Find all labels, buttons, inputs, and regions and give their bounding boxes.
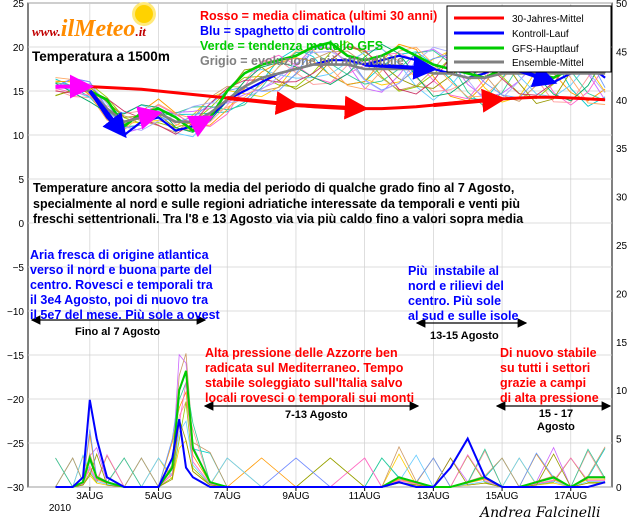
x-tick-label: 5AUG <box>145 491 172 502</box>
y-left-tick-label: −30 <box>7 483 24 494</box>
trend-arrow <box>227 91 300 115</box>
y-left-tick-label: 15 <box>13 87 25 98</box>
y-right-tick-label: 50 <box>616 0 628 10</box>
annotation-atlantic: Aria fresca di origine atlantica verso i… <box>30 248 220 322</box>
x-tick-label: 13AUG <box>417 491 450 502</box>
trend-arrow <box>295 95 369 120</box>
annotation-azores-range: 7-13 Agosto <box>285 409 348 421</box>
y-left-tick-label: 20 <box>13 43 25 54</box>
logo-main: ilMeteo <box>60 16 136 42</box>
y-right-tick-label: 35 <box>616 144 628 155</box>
y-left-tick-label: −20 <box>7 395 24 406</box>
annotation-main: Temperature ancora sotto la media del pe… <box>33 181 524 226</box>
y-axis-left: −30 −25 −20 −15 −10 −5 0 5 10 15 20 25 <box>7 0 24 494</box>
y-left-tick-label: −25 <box>7 439 24 450</box>
y-right-tick-label: 25 <box>616 241 628 252</box>
y-right-tick-label: 5 <box>616 435 622 446</box>
logo-prefix: www. <box>32 24 61 39</box>
legend-label-mittel: 30-Jahres-Mittel <box>512 14 584 25</box>
trend-arrow <box>136 106 163 130</box>
trend-arrow <box>433 88 507 113</box>
trend-arrow <box>186 115 214 138</box>
x-tick-label: 15AUG <box>486 491 519 502</box>
x-axis: 3AUG 5AUG 7AUG 9AUG 11AUG 13AUG 15AUG 17AUG <box>76 487 587 502</box>
x-year-label: 2010 <box>49 503 72 514</box>
trend-arrow <box>88 89 127 139</box>
y-right-tick-label: 0 <box>616 483 622 494</box>
chart-title: Temperatura a 1500m <box>32 49 170 64</box>
y-left-tick-label: −10 <box>7 307 24 318</box>
annotation-stable-range: 15 - 17 Agosto <box>537 408 575 433</box>
legend-label-gfs: GFS-Hauptlauf <box>512 44 579 55</box>
y-right-tick-label: 45 <box>616 47 628 58</box>
color-key-grey: Grigio = evoluzione più attendibile <box>200 54 404 68</box>
y-right-tick-label: 20 <box>616 289 628 300</box>
annotation-atlantic-range: Fino al 7 Agosto <box>75 326 161 338</box>
y-right-tick-label: 30 <box>616 193 628 204</box>
y-right-tick-label: 10 <box>616 386 628 397</box>
precip-series-line <box>55 399 606 488</box>
x-tick-label: 9AUG <box>282 491 309 502</box>
legend-label-ensemble: Ensemble-Mittel <box>512 58 584 69</box>
y-right-tick-label: 40 <box>616 96 628 107</box>
color-key: Rosso = media climatica (ultimi 30 anni)… <box>200 9 437 69</box>
annotation-unstable: Più instabile al nord e rilievi del cent… <box>408 264 519 323</box>
sun-icon <box>135 5 153 23</box>
legend-label-kontroll: Kontroll-Lauf <box>512 29 569 40</box>
y-left-tick-label: 25 <box>13 0 25 10</box>
signature: Andrea Falcinelli <box>480 505 601 521</box>
color-key-red: Rosso = media climatica (ultimi 30 anni) <box>200 9 438 23</box>
y-left-tick-label: 10 <box>13 131 25 142</box>
trend-arrow <box>364 55 438 80</box>
color-key-blue: Blu = spaghetto di controllo <box>200 24 366 38</box>
x-tick-label: 11AUG <box>349 491 381 502</box>
logo-suffix: .it <box>135 24 146 39</box>
y-left-tick-label: 5 <box>18 175 24 186</box>
y-right-tick-label: 15 <box>616 338 628 349</box>
annotation-stable: Di nuovo stabile su tutti i settori graz… <box>500 346 599 405</box>
y-axis-right: 0 5 10 15 20 25 30 35 40 45 50 <box>616 0 628 494</box>
x-tick-label: 7AUG <box>214 491 241 502</box>
legend: 30-Jahres-Mittel Kontroll-Lauf GFS-Haupt… <box>446 5 612 73</box>
logo: www.ilMeteo.it <box>32 16 146 43</box>
color-key-green: Verde = tendenza modello GFS <box>200 39 384 53</box>
y-left-tick-label: −5 <box>13 263 25 274</box>
x-tick-label: 17AUG <box>554 491 587 502</box>
y-left-tick-label: −15 <box>7 351 24 362</box>
annotation-azores: Alta pressione delle Azzorre ben radicat… <box>205 346 415 405</box>
y-left-tick-label: 0 <box>18 219 24 230</box>
annotation-unstable-range: 13-15 Agosto <box>430 330 499 342</box>
x-tick-label: 3AUG <box>76 491 103 502</box>
trend-arrows <box>55 55 558 139</box>
